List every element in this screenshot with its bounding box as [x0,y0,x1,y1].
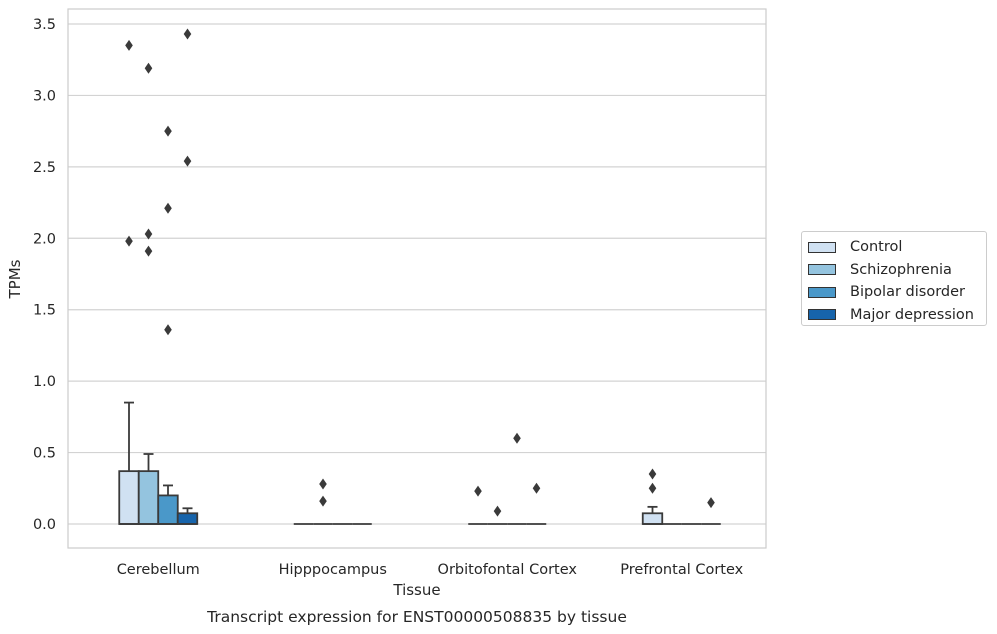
plot-frame [67,8,767,549]
outlier-point [125,235,133,247]
outlier-point [493,505,502,517]
outlier-point [164,324,172,336]
legend-item: Schizophrenia [808,259,986,282]
box-schizophrenia [137,470,160,525]
y-tick-label: 2.5 [33,160,56,176]
legend-label: Major depression [850,306,974,323]
y-axis-label: TPMs [6,259,24,299]
y-tick-label: 0.5 [33,446,56,462]
x-tick-label: Cerebellum [117,562,200,578]
box-control [641,512,664,525]
box-major-depression [176,512,199,525]
x-axis-label: Tissue [392,581,440,599]
x-tick-label: Hipppocampus [279,562,387,578]
legend-item: Control [808,236,986,259]
legend-swatch [808,264,836,276]
outlier-point [183,28,192,40]
box-bipolar-disorder [157,494,179,525]
plot-marks [118,28,721,525]
legend-item: Bipolar disorder [808,281,986,304]
outlier-point [144,228,153,240]
outlier-point [144,245,153,257]
y-tick-label: 1.5 [33,303,56,319]
legend: Control Schizophrenia Bipolar disorder Majo… [801,231,987,326]
outlier-point [125,39,133,51]
x-tick-label: Prefrontal Cortex [620,562,743,578]
chart-title: Transcript expression for ENST0000050883… [206,608,627,626]
outlier-point [474,485,482,497]
outlier-point [532,482,541,494]
outlier-point [164,125,172,137]
legend-label: Control [850,239,903,256]
outlier-point [648,468,657,480]
legend-swatch [808,241,836,253]
box-control [118,470,140,525]
legend-label: Schizophrenia [850,261,952,278]
y-tick-label: 3.0 [33,88,56,104]
y-tick-label: 1.0 [33,374,56,390]
outlier-point [707,497,715,509]
gridlines [68,23,766,525]
y-tick-label: 2.0 [33,231,56,247]
outlier-point [183,155,192,167]
outlier-point [648,482,657,494]
outlier-point [513,432,521,444]
outlier-point [319,478,327,490]
x-tick-labels: Cerebellum Hipppocampus Orbitofontal Corte… [117,562,744,578]
legend-label: Bipolar disorder [850,284,965,301]
x-tick-label: Orbitofontal Cortex [438,562,578,578]
legend-swatch [808,309,836,321]
legend-item: Major depression [808,304,986,327]
y-tick-label: 0.0 [33,517,56,533]
legend-swatch [808,286,836,298]
y-tick-labels: 0.0 0.5 1.0 1.5 2.0 2.5 3.0 3.5 [33,17,56,533]
outlier-point [164,202,172,214]
outlier-point [319,495,327,507]
outlier-point [144,62,153,74]
y-tick-label: 3.5 [33,17,56,33]
